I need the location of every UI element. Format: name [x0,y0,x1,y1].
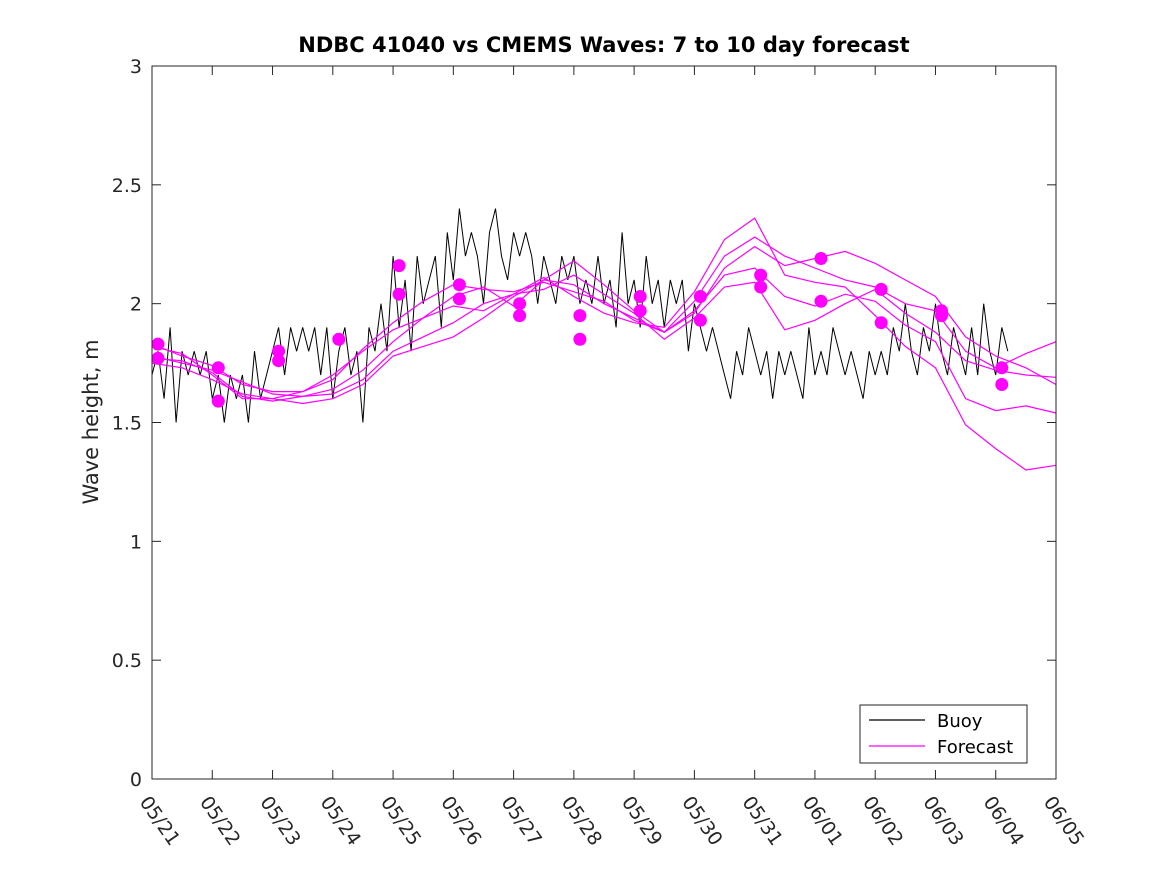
buoy-series-line [151,208,1009,423]
forecast-marker [452,292,466,306]
x-tick-label: 05/31 [738,792,787,849]
forecast-marker [151,351,165,365]
x-tick-label: 05/23 [255,792,304,849]
y-tick-label: 0 [130,769,142,791]
legend-box [859,704,1028,764]
x-tick-label: 06/05 [1039,792,1088,849]
forecast-series-line-4 [151,260,1057,414]
series-layer [151,208,1057,471]
forecast-marker [573,309,587,323]
x-tick-label: 05/29 [617,792,666,849]
forecast-marker [272,344,286,358]
y-tick-label: 1 [130,531,142,553]
forecast-marker [754,280,768,294]
y-tick-label: 1.5 [112,413,142,435]
forecast-marker [332,332,346,346]
forecast-marker [935,309,948,323]
forecast-marker [211,394,225,408]
y-axis-label: Wave height, m [79,339,103,504]
x-tick-label: 06/03 [918,792,967,849]
y-tick-label: 2.5 [112,175,142,197]
forecast-marker [452,278,466,292]
y-tick-label: 3 [130,56,142,78]
forecast-marker [272,354,286,368]
y-tick-label: 2 [130,294,142,316]
forecast-marker [633,290,647,303]
x-tick-label: 06/02 [858,792,907,849]
forecast-marker [995,378,1009,391]
y-tick-label: 0.5 [112,650,142,672]
x-tick-label: 05/27 [497,792,546,849]
x-tick-label: 05/21 [135,792,184,849]
forecast-marker [513,309,527,323]
legend-buoy-label: Buoy [937,711,983,732]
forecast-marker [693,290,707,303]
forecast-marker [754,268,768,282]
legend-forecast-label: Forecast [937,737,1013,758]
forecast-marker [814,252,828,265]
forecast-marker [633,304,647,318]
forecast-marker [573,332,587,346]
x-tick-label: 05/22 [195,792,244,849]
x-tick-label: 05/30 [677,792,726,849]
plot-background [152,66,1056,779]
forecast-marker [211,361,225,375]
forecast-marker [693,313,707,327]
legend: Buoy Forecast [859,704,1028,764]
x-tick-label: 05/28 [557,792,606,849]
forecast-series-line-3 [151,274,1057,402]
forecast-marker [874,282,888,296]
x-tick-label: 05/26 [436,792,485,849]
forecast-marker [392,259,406,273]
x-tick-label: 06/04 [979,792,1028,849]
x-tick-label: 05/25 [376,792,425,849]
forecast-marker [995,361,1009,375]
chart-title: NDBC 41040 vs CMEMS Waves: 7 to 10 day f… [298,33,909,57]
x-tick-label: 06/01 [798,792,847,849]
forecast-marker [874,316,888,330]
x-tick-label: 05/24 [316,792,365,849]
forecast-series-line-5 [151,217,1057,471]
forecast-marker [151,337,165,351]
forecast-marker [392,287,406,301]
forecast-marker [814,294,828,308]
forecast-marker [513,297,527,311]
